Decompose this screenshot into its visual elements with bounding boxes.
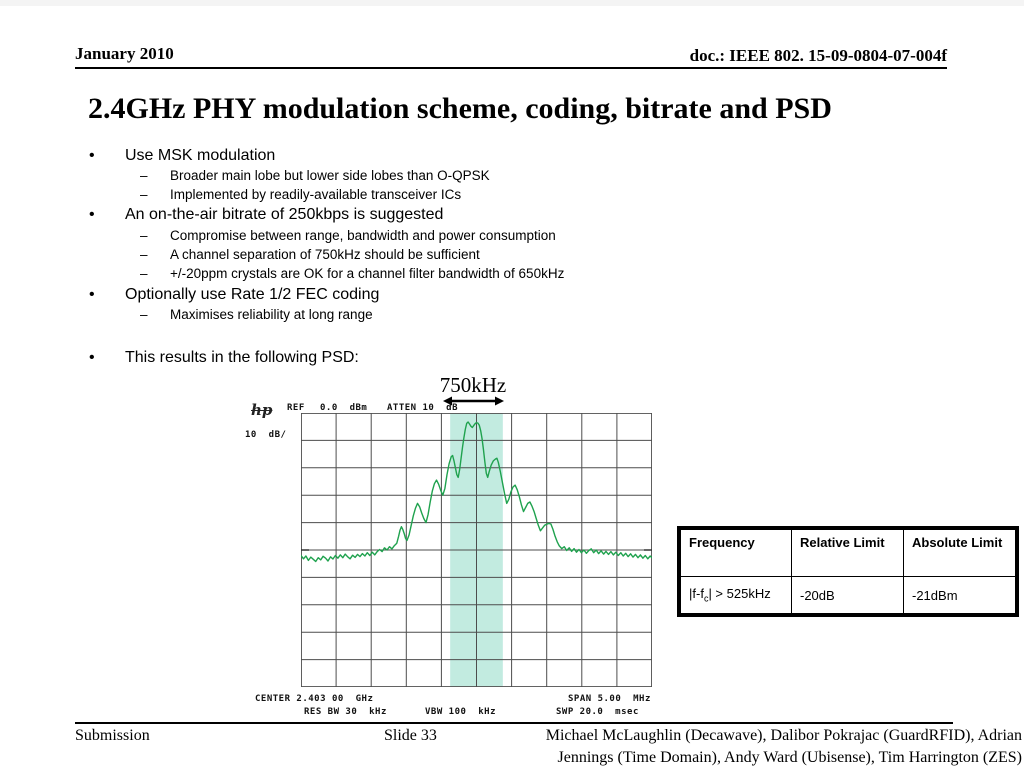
sub-bullet-item: – Compromise between range, bandwidth an… <box>0 228 720 244</box>
bullet-text: Use MSK modulation <box>125 147 276 164</box>
dash-marker: – <box>140 228 148 243</box>
sub-bullet-text: Maximises reliability at long range <box>170 307 373 322</box>
sub-bullet-item: – Implemented by readily-available trans… <box>0 187 720 203</box>
frequency-expr: |f-f <box>689 586 704 602</box>
bullet-text: This results in the following PSD: <box>125 349 359 366</box>
bullet-item: • An on-the-air bitrate of 250kbps is su… <box>0 205 720 224</box>
bullet-marker: • <box>89 349 95 366</box>
limits-table: Frequency Relative Limit Absolute Limit … <box>677 526 1019 617</box>
table-header-row: Frequency Relative Limit Absolute Limit <box>679 528 1017 577</box>
rbw-label: RES BW 30 kHz <box>304 707 387 717</box>
sub-bullet-text: A channel separation of 750kHz should be… <box>170 247 480 262</box>
footer-submission: Submission <box>75 727 150 744</box>
sub-bullet-text: Implemented by readily-available transce… <box>170 187 462 202</box>
page-top-edge <box>0 0 1024 6</box>
bullet-marker: • <box>89 206 95 223</box>
atten-label: ATTEN 10 dB <box>387 403 459 413</box>
sub-bullet-text: +/-20ppm crystals are OK for a channel f… <box>170 266 565 281</box>
footer-credits: Michael McLaughlin (Decawave), Dalibor P… <box>502 725 1022 768</box>
relative-limit-cell: -20dB <box>791 576 904 615</box>
dash-marker: – <box>140 247 148 262</box>
header-rule <box>75 67 947 69</box>
dash-marker: – <box>140 307 148 322</box>
sweep-label: SWP 20.0 msec <box>556 707 639 717</box>
double-arrow-icon <box>443 396 504 406</box>
col-header-relative-limit: Relative Limit <box>791 528 904 577</box>
bandwidth-label: 750kHz <box>439 373 507 397</box>
frequency-expr-suffix: | > 525kHz <box>708 586 771 602</box>
header-date: January 2010 <box>75 44 174 63</box>
span-label: SPAN 5.00 MHz <box>568 694 651 704</box>
dash-marker: – <box>140 266 148 281</box>
header-doc-number: doc.: IEEE 802. 15-09-0804-07-004f <box>689 46 947 65</box>
frequency-cell: |f-fc| > 525kHz <box>679 576 792 615</box>
vbw-label: VBW 100 kHz <box>425 707 497 717</box>
bullet-text: An on-the-air bitrate of 250kbps is sugg… <box>125 206 444 223</box>
sub-bullet-item: – Broader main lobe but lower side lobes… <box>0 168 720 184</box>
ref-label: REF <box>287 403 305 413</box>
sub-bullet-item: – A channel separation of 750kHz should … <box>0 247 720 263</box>
bullet-item: • This results in the following PSD: <box>0 348 720 367</box>
dash-marker: – <box>140 168 148 183</box>
bullet-marker: • <box>89 286 95 303</box>
footer-credits-line2: Jennings (Time Domain), Andy Ward (Ubise… <box>557 749 1022 766</box>
dash-marker: – <box>140 187 148 202</box>
sub-bullet-text: Compromise between range, bandwidth and … <box>170 228 556 243</box>
table-row: |f-fc| > 525kHz -20dB -21dBm <box>679 576 1017 615</box>
bullet-text: Optionally use Rate 1/2 FEC coding <box>125 286 380 303</box>
col-header-frequency: Frequency <box>679 528 792 577</box>
bullet-marker: • <box>89 147 95 164</box>
bullet-list: • Use MSK modulation – Broader main lobe… <box>0 146 720 370</box>
scale-label: 10 dB/ <box>245 430 287 440</box>
frequency-subscript: c <box>703 593 709 604</box>
sub-bullet-item: – Maximises reliability at long range <box>0 307 720 323</box>
bullet-item: • Use MSK modulation <box>0 146 720 165</box>
col-header-absolute-limit: Absolute Limit <box>903 528 1017 577</box>
slide-title: 2.4GHz PHY modulation scheme, coding, bi… <box>88 92 832 125</box>
footer-rule <box>75 722 953 724</box>
footer-slide-number: Slide 33 <box>384 727 437 744</box>
bullet-item: • Optionally use Rate 1/2 FEC coding <box>0 285 720 304</box>
sub-bullet-item: – +/-20ppm crystals are OK for a channel… <box>0 266 720 282</box>
hp-logo-icon: hp <box>251 401 273 419</box>
spectrum-plot <box>301 413 652 687</box>
ref-value: 0.0 dBm <box>320 403 368 413</box>
footer-credits-line1: Michael McLaughlin (Decawave), Dalibor P… <box>545 727 1022 744</box>
center-freq-label: CENTER 2.403 00 GHz <box>255 694 374 704</box>
sub-bullet-text: Broader main lobe but lower side lobes t… <box>170 168 490 183</box>
absolute-limit-cell: -21dBm <box>903 576 1017 615</box>
